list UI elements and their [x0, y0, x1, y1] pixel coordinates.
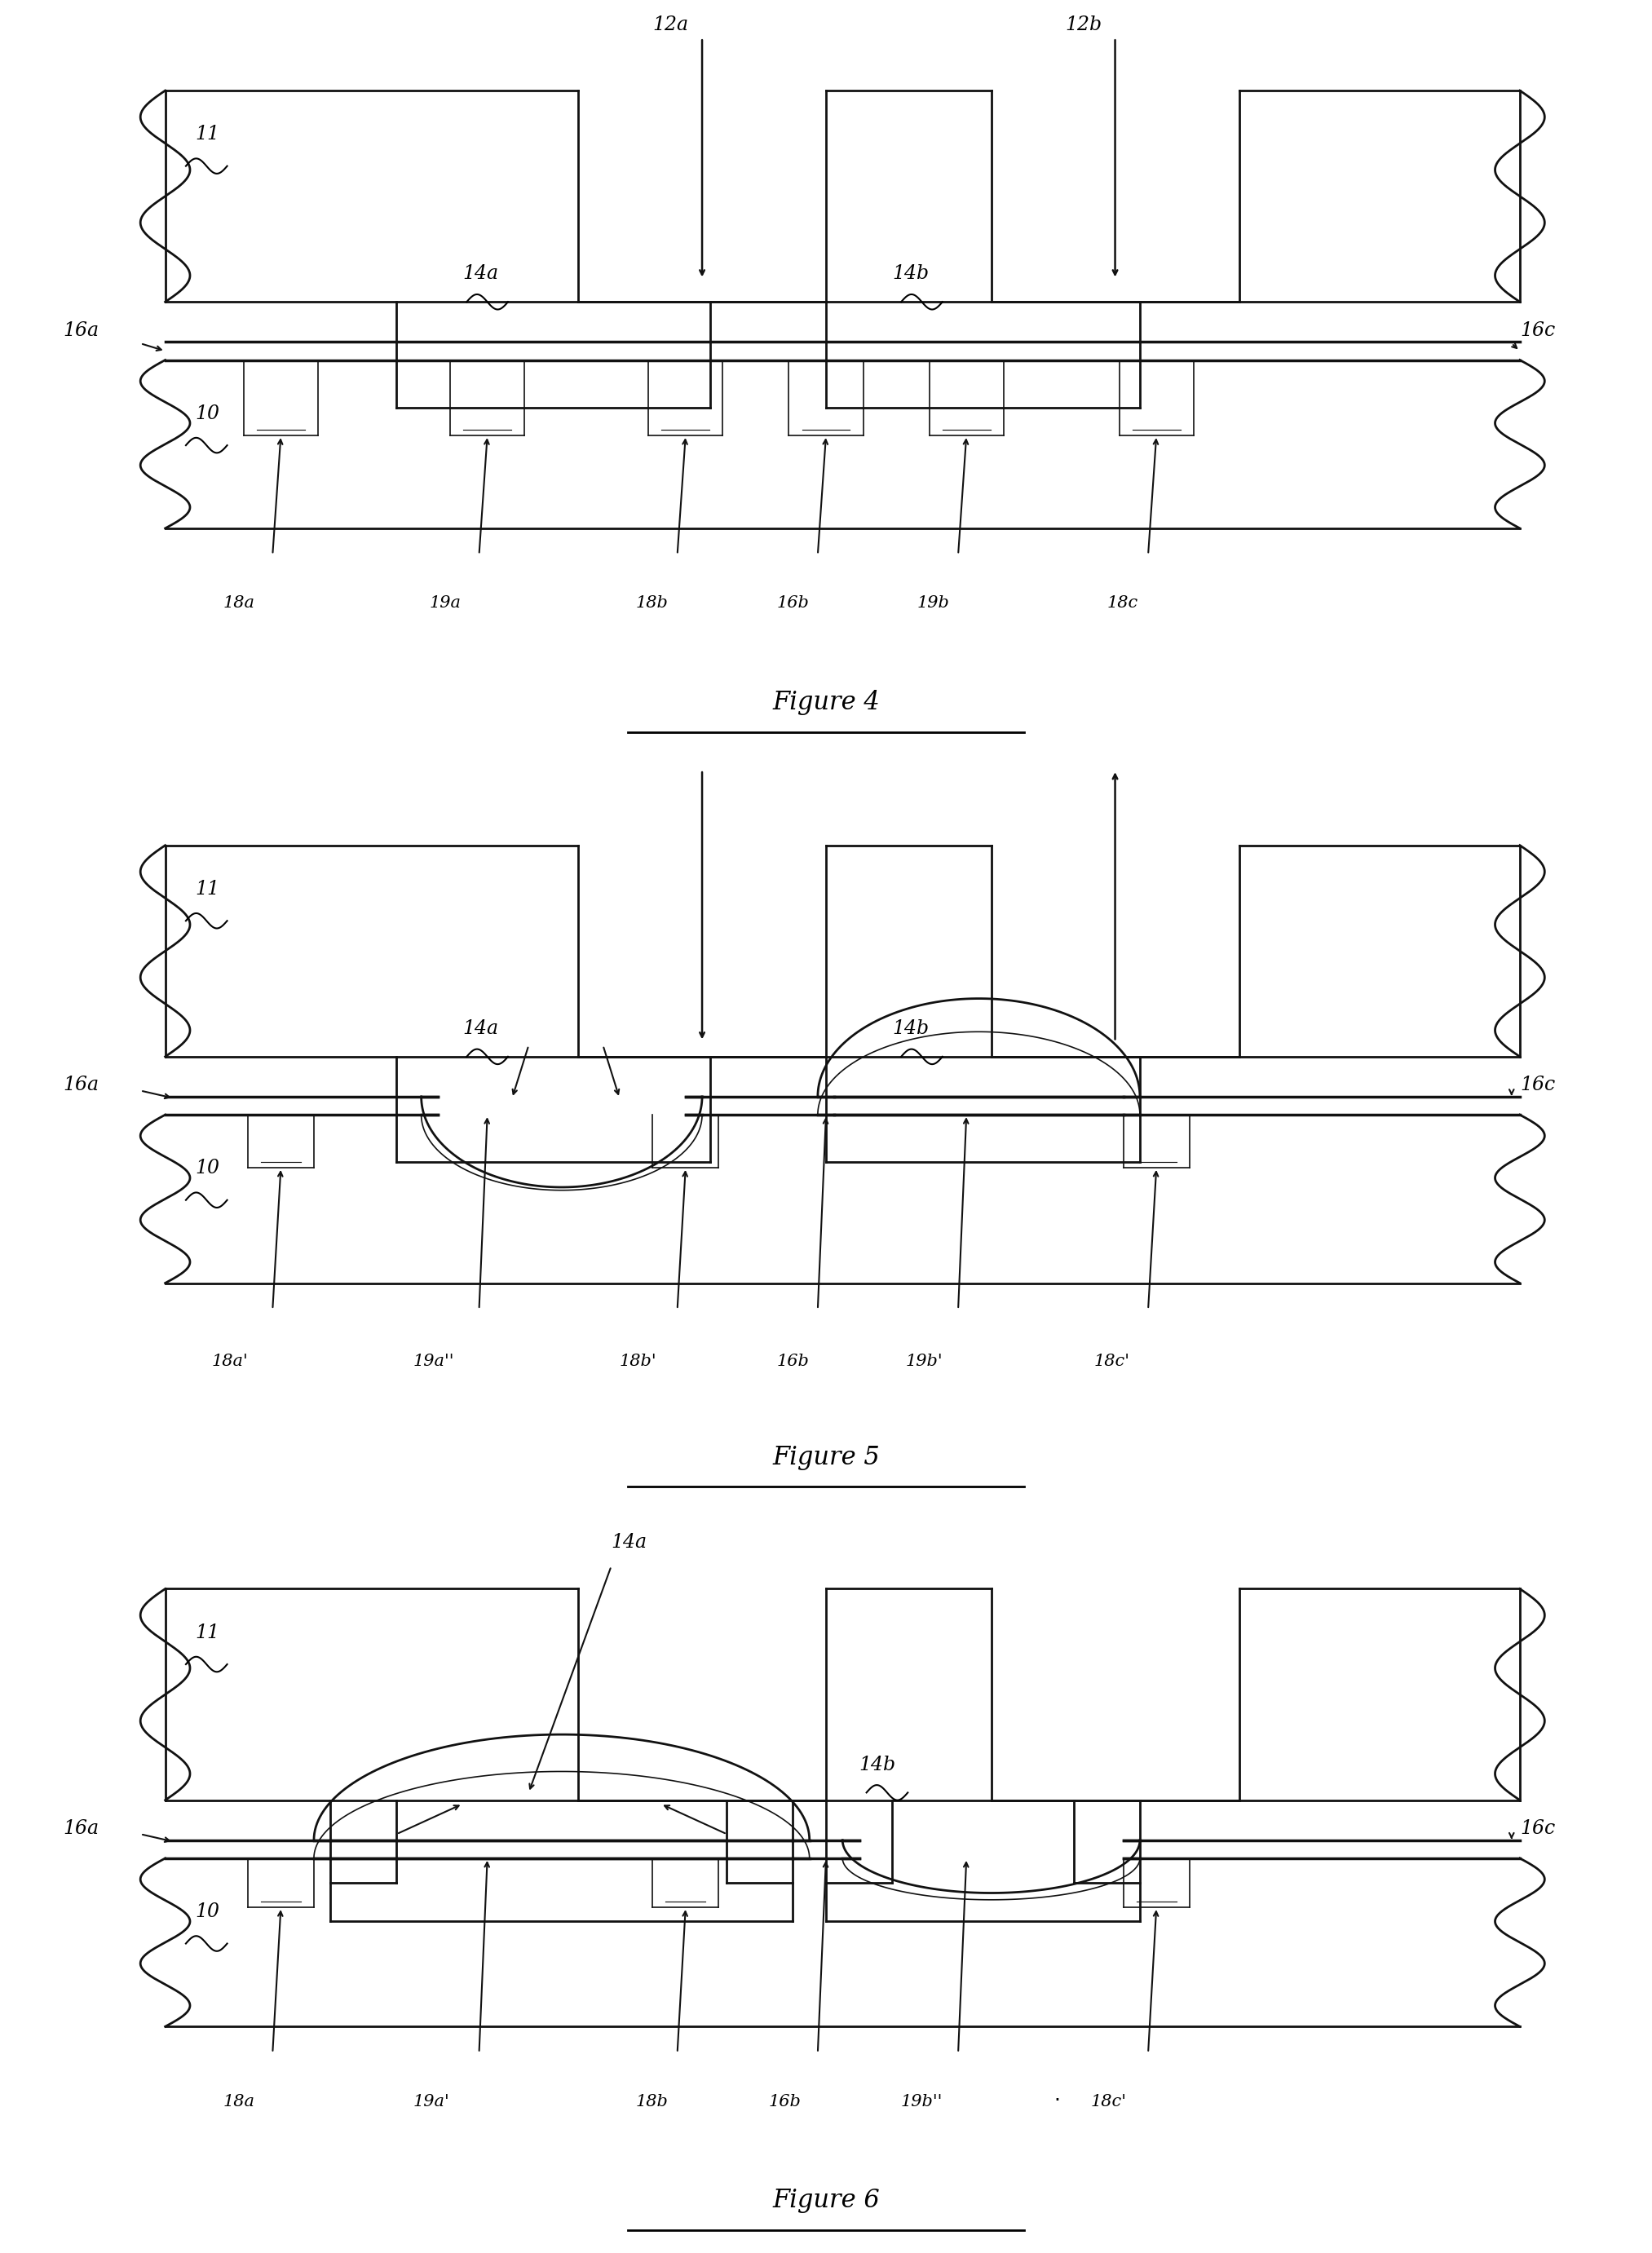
- Text: 19b': 19b': [905, 1354, 943, 1370]
- Text: 16c: 16c: [1520, 322, 1555, 340]
- Text: 11: 11: [195, 879, 220, 899]
- Text: 16a: 16a: [63, 1077, 99, 1095]
- Text: 16a: 16a: [63, 1820, 99, 1838]
- Text: Figure 6: Figure 6: [771, 2188, 881, 2212]
- Text: 14b: 14b: [892, 1018, 928, 1039]
- Text: 10: 10: [195, 1158, 220, 1178]
- Text: Figure 4: Figure 4: [771, 689, 881, 714]
- Text: 11: 11: [195, 124, 220, 144]
- Text: 19b'': 19b'': [900, 2093, 942, 2109]
- Text: 18b: 18b: [636, 595, 669, 611]
- Text: 14a: 14a: [463, 1018, 499, 1039]
- Text: 16c: 16c: [1520, 1820, 1555, 1838]
- Text: 16b: 16b: [776, 595, 809, 611]
- Text: 16b: 16b: [776, 1354, 809, 1370]
- Text: 18a: 18a: [223, 2093, 254, 2109]
- Text: 19b: 19b: [917, 595, 950, 611]
- Text: 19a: 19a: [430, 595, 461, 611]
- Text: 12b: 12b: [1066, 16, 1102, 34]
- Text: 18c: 18c: [1107, 595, 1138, 611]
- Text: 10: 10: [195, 403, 220, 424]
- Text: 14a: 14a: [463, 264, 499, 284]
- Text: 11: 11: [195, 1622, 220, 1642]
- Text: 12a: 12a: [653, 16, 689, 34]
- Text: 16a: 16a: [63, 322, 99, 340]
- Text: 14b: 14b: [892, 264, 928, 284]
- Text: 18a: 18a: [223, 595, 254, 611]
- Text: 19a': 19a': [413, 2093, 449, 2109]
- Text: 14a: 14a: [611, 1532, 648, 1552]
- Text: 18c': 18c': [1094, 1354, 1130, 1370]
- Text: 14b: 14b: [859, 1755, 895, 1773]
- Text: 16c: 16c: [1520, 1077, 1555, 1095]
- Text: Figure 5: Figure 5: [771, 1444, 881, 1469]
- Text: 18a': 18a': [211, 1354, 248, 1370]
- Text: 10: 10: [195, 1902, 220, 1922]
- Text: ·: ·: [1054, 2091, 1061, 2109]
- Text: 19a'': 19a'': [413, 1354, 454, 1370]
- Text: 18b': 18b': [620, 1354, 657, 1370]
- Text: 18c': 18c': [1090, 2093, 1127, 2109]
- Text: 16b: 16b: [768, 2093, 801, 2109]
- Text: 18b: 18b: [636, 2093, 669, 2109]
